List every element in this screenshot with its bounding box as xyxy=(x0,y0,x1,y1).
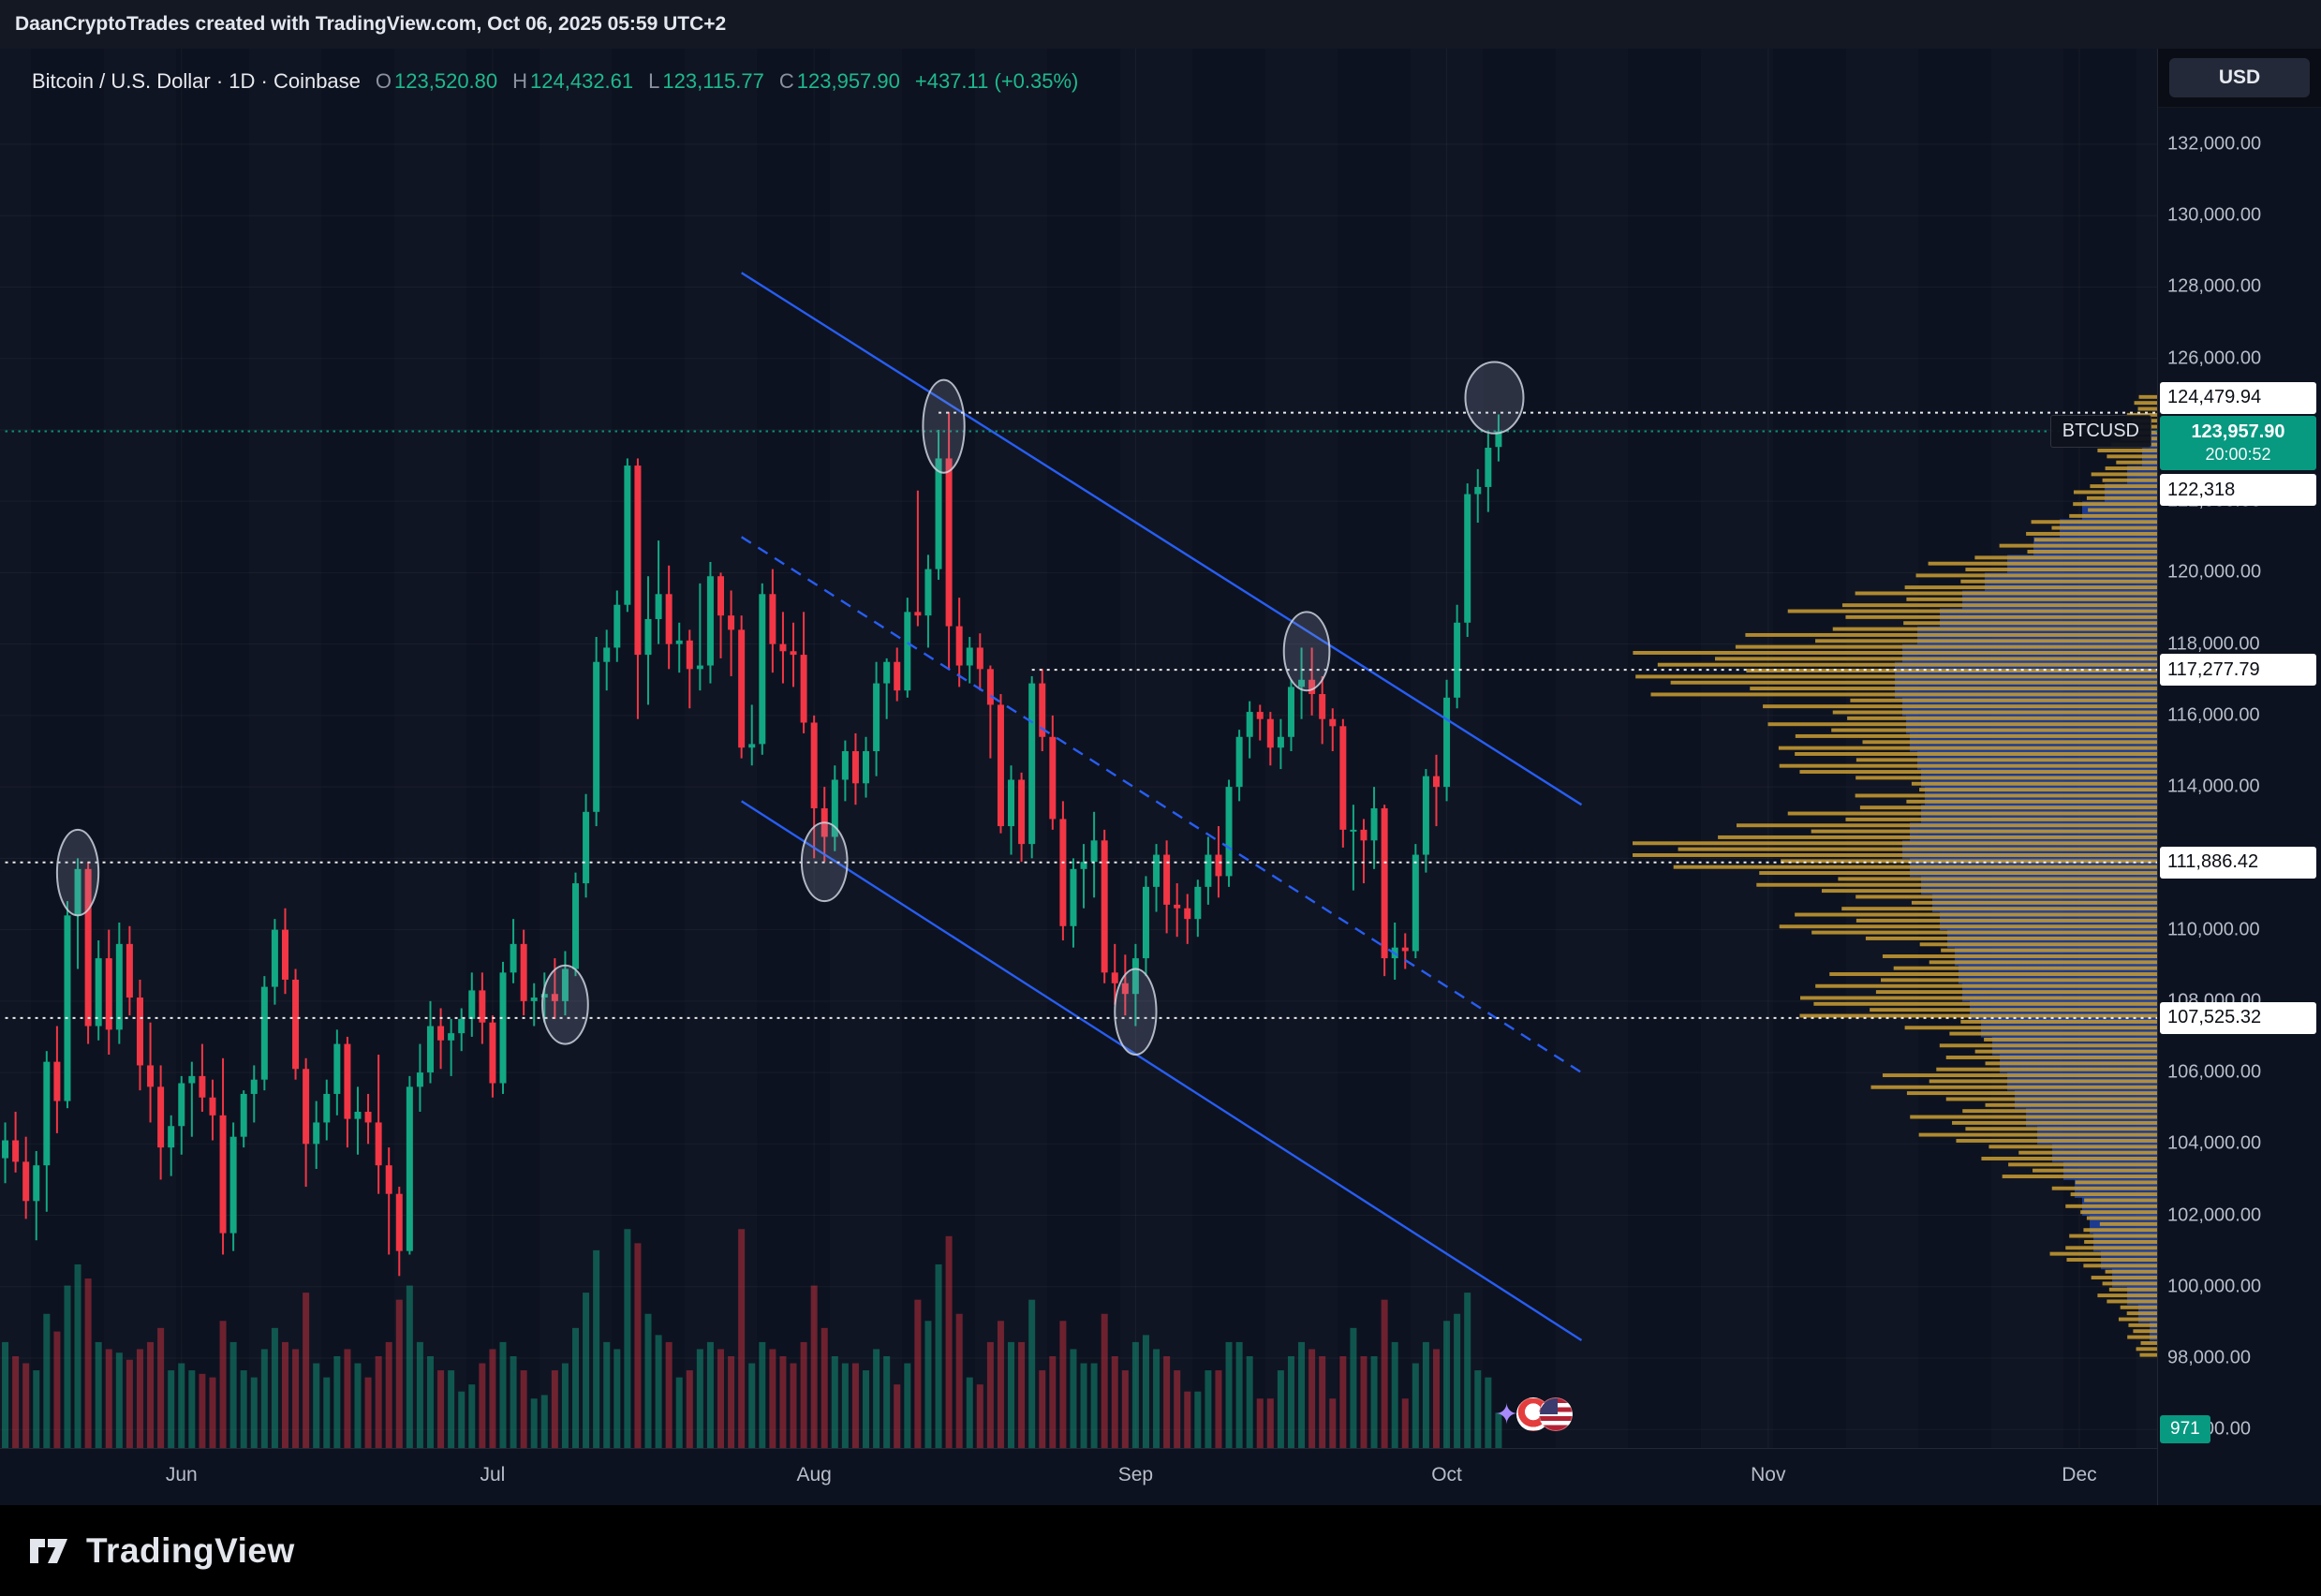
currency-usd-button[interactable]: USD xyxy=(2169,58,2310,97)
price-line-label: 111,886.42 xyxy=(2160,846,2316,879)
ohlc-open: O 123,520.80 xyxy=(375,69,498,93)
chart-stickers[interactable]: ✦ xyxy=(1495,1397,1574,1431)
month-label-oct: Oct xyxy=(1431,1464,1462,1485)
us-flag-sticker-icon[interactable] xyxy=(1539,1397,1574,1431)
grid-lines xyxy=(0,49,2157,1448)
price-tick-label: 132,000.00 xyxy=(2167,133,2262,155)
brand-name[interactable]: TradingView xyxy=(86,1530,295,1570)
price-tick-label: 100,000.00 xyxy=(2167,1276,2262,1297)
horizontal-price-lines[interactable] xyxy=(5,411,2157,1019)
volume-value-badge: 971 xyxy=(2160,1415,2210,1444)
time-axis[interactable]: Jun Jul Aug Sep Oct Nov Dec xyxy=(0,1448,2157,1505)
month-label-aug: Aug xyxy=(796,1464,832,1485)
month-label-nov: Nov xyxy=(1751,1464,1786,1485)
price-tick-label: 102,000.00 xyxy=(2167,1204,2262,1226)
price-tick-label: 128,000.00 xyxy=(2167,275,2262,297)
ohlc-low: L 123,115.77 xyxy=(648,69,764,93)
price-line-label: 124,479.94 xyxy=(2160,381,2316,414)
sparkle-icon[interactable]: ✦ xyxy=(1495,1398,1519,1430)
price-tick-label: 110,000.00 xyxy=(2167,919,2260,940)
volume-profile-bars xyxy=(1633,394,2157,1357)
price-axis[interactable]: USD 96,000.0098,000.00100,000.00102,000.… xyxy=(2157,49,2321,1505)
month-label-jun: Jun xyxy=(165,1464,198,1485)
ellipse-highlights[interactable] xyxy=(55,361,1525,1057)
price-line-label: 117,277.79 xyxy=(2160,654,2316,687)
candlestick-series xyxy=(2,411,1502,1277)
price-tick-label: 106,000.00 xyxy=(2167,1061,2262,1083)
ohlc-close: C 123,957.90 xyxy=(778,69,900,93)
price-tick-label: 114,000.00 xyxy=(2167,776,2260,797)
price-tick-label: 130,000.00 xyxy=(2167,204,2262,226)
price-line-label: 107,525.32 xyxy=(2160,1001,2316,1034)
price-tick-label: 98,000.00 xyxy=(2167,1347,2251,1368)
symbol-title[interactable]: Bitcoin / U.S. Dollar · 1D · Coinbase xyxy=(32,69,361,93)
change-value: +437.11 (+0.35%) xyxy=(914,69,1079,93)
price-tick-label: 118,000.00 xyxy=(2167,633,2260,655)
parallel-channel-drawing[interactable] xyxy=(741,272,1583,1341)
price-tick-label: 104,000.00 xyxy=(2167,1132,2262,1154)
current-price-badge: 123,957.90 20:00:52 xyxy=(2160,415,2316,470)
chart-canvas[interactable] xyxy=(0,49,2157,1448)
price-tick-label: 116,000.00 xyxy=(2167,704,2260,726)
symbol-price-tag: BTCUSD xyxy=(2049,414,2151,448)
volume-series xyxy=(2,1229,1502,1448)
month-label-dec: Dec xyxy=(2062,1464,2097,1485)
price-tick-label: 120,000.00 xyxy=(2167,561,2262,583)
bar-close-countdown: 20:00:52 xyxy=(2205,444,2271,464)
ohlc-high: H 124,432.61 xyxy=(512,69,634,93)
month-label-sep: Sep xyxy=(1117,1464,1154,1485)
month-label-jul: Jul xyxy=(480,1464,506,1485)
current-price-value: 123,957.90 xyxy=(2191,421,2285,442)
footer-brand-bar: TradingView xyxy=(0,1505,2321,1596)
price-line-label: 122,318 xyxy=(2160,474,2316,507)
top-watermark-bar: DaanCryptoTrades created with TradingVie… xyxy=(0,0,2321,49)
watermark-text: DaanCryptoTrades created with TradingVie… xyxy=(15,13,727,35)
price-tick-label: 126,000.00 xyxy=(2167,347,2262,369)
tradingview-logo-icon[interactable] xyxy=(28,1533,71,1569)
